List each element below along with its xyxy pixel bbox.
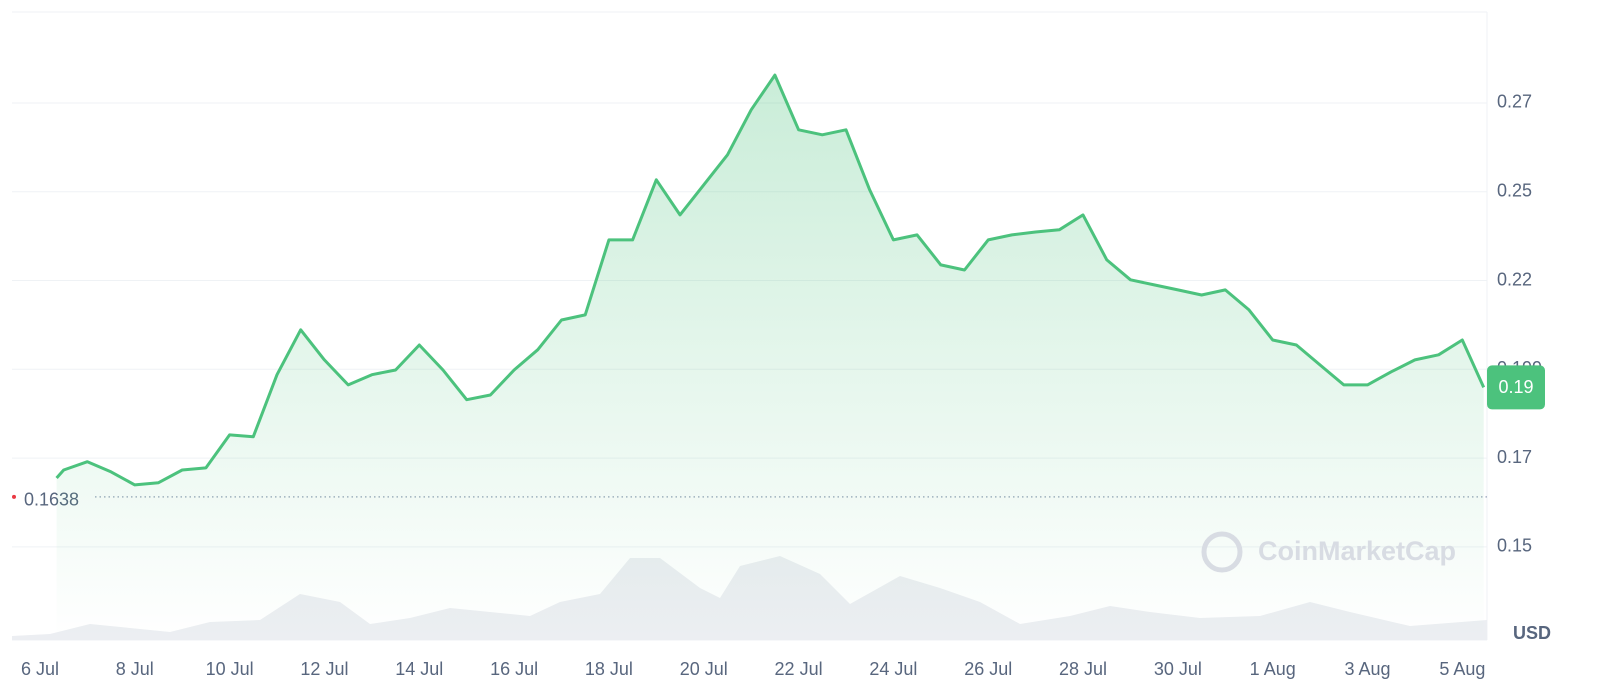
reference-dot xyxy=(12,494,16,499)
x-tick-label: 22 Jul xyxy=(775,659,823,679)
x-tick-label: 16 Jul xyxy=(490,659,538,679)
currency-label: USD xyxy=(1513,623,1551,643)
price-area xyxy=(56,75,1484,641)
watermark-logo xyxy=(1201,531,1243,573)
y-tick-label: 0.17 xyxy=(1497,447,1532,467)
x-tick-label: 14 Jul xyxy=(395,659,443,679)
x-tick-label: 28 Jul xyxy=(1059,659,1107,679)
price-tag xyxy=(1487,365,1545,410)
x-tick-label: 1 Aug xyxy=(1250,659,1296,679)
price-tag-label: 0.19 xyxy=(1498,377,1533,397)
price-line xyxy=(55,73,1486,487)
x-tick-label: 10 Jul xyxy=(206,659,254,679)
x-tick-label: 18 Jul xyxy=(585,659,633,679)
x-tick-label: 8 Jul xyxy=(116,659,154,679)
y-tick-label: 0.15 xyxy=(1497,536,1532,556)
x-tick-label: 6 Jul xyxy=(21,659,59,679)
y-tick-label: 0.27 xyxy=(1497,92,1532,112)
x-tick-label: 26 Jul xyxy=(964,659,1012,679)
watermark-group: CoinMarketCap xyxy=(1201,531,1456,573)
x-tick-label: 24 Jul xyxy=(869,659,917,679)
x-tick-label: 30 Jul xyxy=(1154,659,1202,679)
x-tick-label: 3 Aug xyxy=(1344,659,1390,679)
y-tick-label: 0.22 xyxy=(1497,269,1532,289)
y-tick-label: 0.25 xyxy=(1497,180,1532,200)
x-tick-label: 20 Jul xyxy=(680,659,728,679)
x-tick-label: 12 Jul xyxy=(300,659,348,679)
x-tick-label: 5 Aug xyxy=(1439,659,1485,679)
watermark-text: CoinMarketCap xyxy=(1258,536,1456,566)
